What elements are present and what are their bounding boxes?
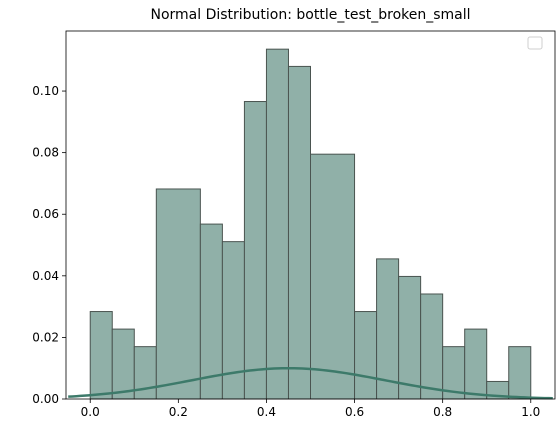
legend-box [527,36,543,50]
histogram-bar [111,328,135,400]
histogram-bar [376,258,400,400]
histogram-bar [133,346,157,400]
y-axis-ticks: 0.00 0.02 0.04 0.06 0.08 0.10 [32,84,66,406]
histogram-bar [243,101,267,400]
histogram-bar [420,293,444,400]
histogram-bars [89,48,532,400]
histogram-bar [354,311,378,400]
x-tick-label: 0.0 [81,405,100,419]
y-tick-label: 0.04 [32,269,59,283]
histogram-bar [199,223,223,400]
histogram-bar [398,275,422,400]
chart-title: Normal Distribution: bottle_test_broken_… [150,7,470,23]
y-tick-label: 0.10 [32,84,59,98]
histogram-bar [265,48,289,400]
histogram-bar [155,188,201,400]
histogram-bar [464,328,488,400]
histogram-bar [310,153,356,400]
y-tick-label: 0.06 [32,207,59,221]
normal-pdf-curve [68,366,553,400]
histogram-bar [89,311,113,400]
x-tick-label: 0.4 [257,405,276,419]
x-tick-label: 0.2 [169,405,188,419]
histogram-bar [508,346,532,400]
histogram-bar [287,65,311,400]
x-axis-ticks: 0.0 0.2 0.4 0.6 0.8 1.0 [81,399,540,419]
y-tick-label: 0.08 [32,146,59,160]
axes-frame [65,30,556,400]
x-tick-label: 0.8 [433,405,452,419]
y-tick-label: 0.00 [32,392,59,406]
histogram-bar [221,241,245,400]
x-tick-label: 1.0 [521,405,540,419]
y-tick-label: 0.02 [32,330,59,344]
x-tick-label: 0.6 [345,405,364,419]
